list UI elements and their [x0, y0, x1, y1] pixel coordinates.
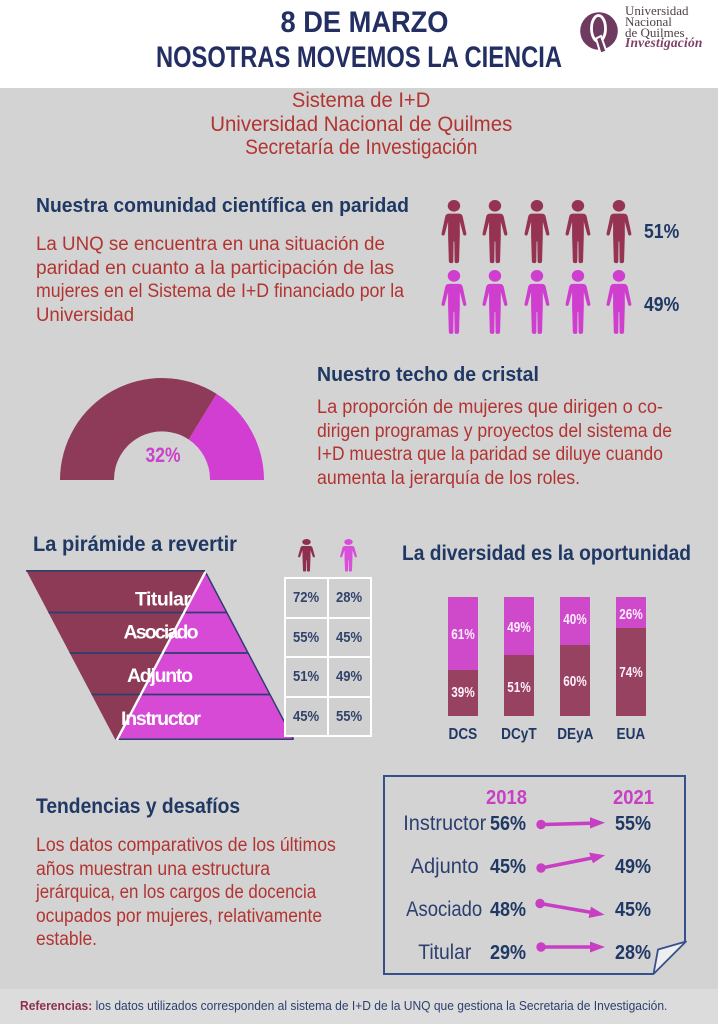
- svg-text:Instructor: Instructor: [121, 708, 201, 730]
- svg-text:Asociado: Asociado: [124, 622, 199, 644]
- svg-text:Adjunto: Adjunto: [127, 665, 193, 687]
- svg-text:Titular: Titular: [135, 589, 191, 611]
